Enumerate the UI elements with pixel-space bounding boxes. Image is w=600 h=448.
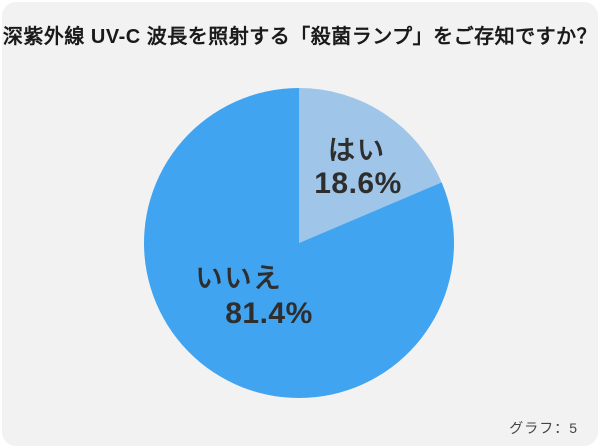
chart-title: 深紫外線 UV-C 波長を照射する「殺菌ランプ」をご存知ですか？: [2, 26, 598, 48]
pie-slice-yes: [299, 88, 442, 243]
pie-slice-no: [144, 88, 454, 398]
slice-label-yes: はい: [328, 135, 386, 166]
slice-value-yes: 18.6%: [314, 167, 402, 200]
slice-label-no: いいえ: [195, 263, 283, 294]
chart-caption: グラフ：5: [509, 420, 578, 436]
pie-chart: [144, 88, 454, 398]
slice-value-no: 81.4%: [225, 297, 313, 330]
